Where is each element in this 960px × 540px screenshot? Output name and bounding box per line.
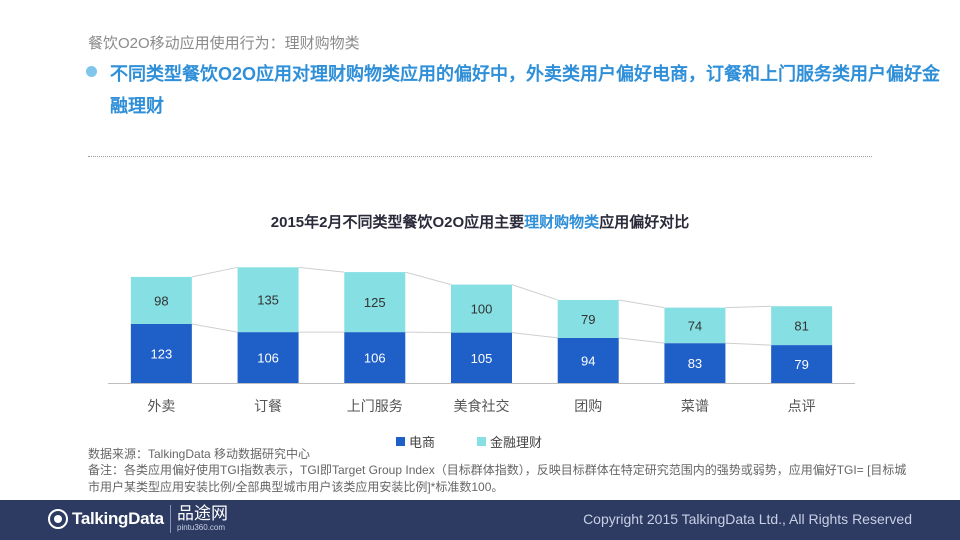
bar-ecommerce bbox=[557, 337, 619, 383]
x-axis-tick-label: 点评 bbox=[788, 398, 816, 414]
copyright: Copyright 2015 TalkingData Ltd., All Rig… bbox=[583, 511, 912, 527]
x-axis-tick-label: 上门服务 bbox=[347, 398, 403, 414]
x-axis-tick-label: 菜谱 bbox=[681, 398, 709, 414]
legend-swatch-ecommerce bbox=[396, 437, 405, 446]
data-label-ecommerce: 79 bbox=[794, 357, 808, 372]
bar-finance bbox=[130, 276, 192, 324]
connector-line-top bbox=[191, 266, 238, 278]
partner-url: pintu360.com bbox=[177, 523, 226, 532]
data-label-ecommerce: 83 bbox=[688, 356, 702, 371]
x-axis-tick-label: 美食社交 bbox=[454, 398, 510, 414]
footer-bar bbox=[0, 500, 960, 540]
connector-line-top bbox=[298, 266, 345, 273]
bar-finance bbox=[557, 299, 619, 338]
chart-title: 2015年2月不同类型餐饮O2O应用主要理财购物类应用偏好对比 bbox=[0, 211, 960, 232]
legend-label-ecommerce: 电商 bbox=[409, 435, 436, 450]
bar-finance bbox=[344, 272, 406, 333]
chart-title-prefix: 2015年2月不同类型餐饮O2O应用主要 bbox=[270, 214, 525, 231]
headline: 不同类型餐饮O2O应用对理财购物类应用的偏好中，外卖类用户偏好电商，订餐和上门服… bbox=[110, 64, 941, 116]
partner-name: 品途网 bbox=[177, 504, 228, 524]
connector-line-top bbox=[618, 299, 665, 309]
connector-line-mid bbox=[618, 337, 665, 344]
data-label-ecommerce: 123 bbox=[151, 346, 173, 361]
data-label-finance: 98 bbox=[154, 293, 168, 308]
bar-finance bbox=[451, 284, 512, 333]
chart-title-suffix: 应用偏好对比 bbox=[599, 214, 690, 231]
connector-line-top bbox=[511, 284, 558, 301]
legend-item-finance: 金融理财 bbox=[477, 432, 542, 451]
bar-finance bbox=[771, 306, 833, 346]
logo-text: TalkingData bbox=[72, 509, 164, 528]
data-source: 数据来源：TalkingData 移动数据研究中心 bbox=[88, 447, 311, 461]
data-label-finance: 79 bbox=[581, 312, 595, 327]
bar-finance bbox=[664, 307, 726, 344]
data-label-finance: 135 bbox=[257, 293, 279, 308]
legend-label-finance: 金融理财 bbox=[490, 435, 543, 450]
connector-line-top bbox=[405, 271, 452, 286]
x-axis-tick-label: 订餐 bbox=[254, 398, 282, 414]
bar-ecommerce bbox=[451, 332, 512, 383]
data-label-ecommerce: 94 bbox=[581, 353, 595, 368]
connector-line-mid bbox=[725, 342, 772, 346]
data-label-ecommerce: 106 bbox=[257, 351, 279, 366]
bar-ecommerce bbox=[130, 323, 192, 383]
bar-ecommerce bbox=[664, 343, 726, 383]
data-label-ecommerce: 105 bbox=[471, 351, 493, 366]
connector-line-top bbox=[725, 305, 772, 309]
section-title: 餐饮O2O移动应用使用行为：理财购物类 bbox=[88, 35, 360, 52]
chart-title-highlight: 理财购物类 bbox=[524, 214, 600, 231]
bullet-dot-icon bbox=[86, 66, 97, 77]
data-label-finance: 100 bbox=[471, 302, 493, 317]
data-label-finance: 74 bbox=[688, 318, 702, 333]
legend-item-ecommerce: 电商 bbox=[396, 432, 435, 451]
legend-swatch-finance bbox=[477, 437, 487, 446]
chart-legend: 电商 金融理财 bbox=[396, 432, 542, 451]
talkingdata-logo: TalkingData bbox=[48, 509, 164, 529]
connector-line-mid bbox=[191, 323, 238, 333]
footnote: 备注：各类应用偏好使用TGI指数表示，TGI即Target Group Inde… bbox=[88, 463, 907, 494]
x-axis-tick-label: 外卖 bbox=[147, 398, 175, 414]
bar-finance bbox=[237, 267, 299, 333]
bar-ecommerce bbox=[237, 332, 299, 383]
data-label-finance: 125 bbox=[364, 295, 386, 310]
divider bbox=[88, 156, 872, 157]
data-label-finance: 81 bbox=[794, 319, 808, 334]
data-label-ecommerce: 106 bbox=[364, 351, 386, 366]
bar-ecommerce bbox=[344, 332, 406, 383]
bar-ecommerce bbox=[771, 345, 833, 383]
partner-logo: 品途网 pintu360.com bbox=[170, 505, 228, 533]
talkingdata-logo-icon bbox=[48, 509, 68, 529]
connector-line-mid bbox=[511, 332, 558, 339]
x-axis-tick-label: 团购 bbox=[574, 398, 602, 414]
